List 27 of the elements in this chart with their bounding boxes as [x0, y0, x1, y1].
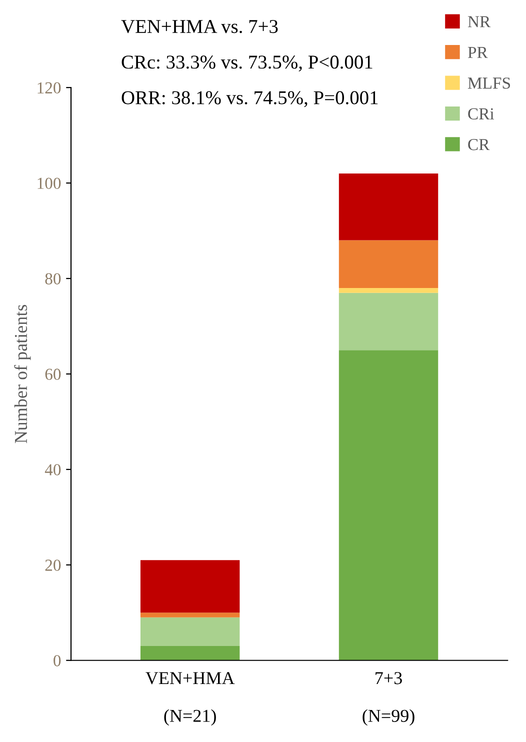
legend-label: CR [468, 138, 490, 150]
bar [338, 350, 438, 660]
legend-label: NR [468, 16, 491, 28]
bar [140, 646, 240, 660]
y-tick-label: 60 [45, 368, 61, 380]
legend-label: CRi [468, 108, 494, 120]
legend-label: PR [468, 46, 488, 58]
category-label: 7+3 (N=99) [362, 672, 414, 726]
y-tick-label: 40 [44, 464, 61, 476]
y-tick-label: 20 [45, 560, 61, 571]
bar [140, 560, 240, 613]
bar [338, 240, 438, 288]
category-label: VEN+HMA (N=21) [146, 672, 235, 726]
y-tick-label: 100 [38, 178, 61, 189]
y-tick-label: 120 [38, 82, 61, 94]
bar [338, 292, 438, 350]
legend-label: MLFS [468, 78, 510, 89]
y-axis-title: Number of patients [14, 304, 31, 444]
annotation: ORR: 38.1% vs. 74.5%, P=0.001 [122, 91, 378, 108]
text: VEN+HMA vs. 7+3 [121, 20, 278, 34]
bar [338, 173, 438, 240]
bar [140, 612, 240, 618]
y-tick-label: 80 [45, 273, 61, 284]
y-tick-label: 0 [54, 655, 61, 666]
text: CRc: 33.3% vs. 73.5%, P<0.001 [122, 56, 372, 72]
bar [140, 617, 240, 646]
bar [338, 288, 438, 293]
